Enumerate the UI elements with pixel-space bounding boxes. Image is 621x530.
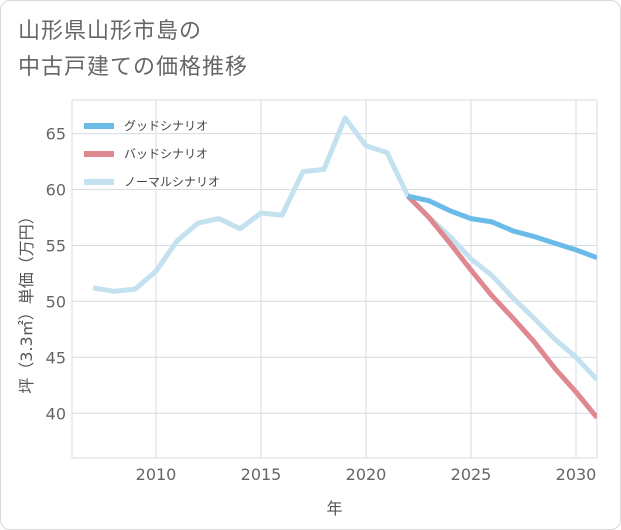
y-tick-label: 45: [46, 348, 66, 367]
plot-frame: [71, 99, 598, 459]
x-tick-label: 2010: [136, 465, 177, 484]
series-lines: [92, 115, 597, 420]
chart-title: 山形県山形市島の 中古戸建ての価格推移: [18, 14, 418, 86]
y-tick-label: 55: [46, 236, 66, 255]
legend-label-bad: バッドシナリオ: [124, 147, 208, 161]
x-tick-label: 2020: [346, 465, 387, 484]
chart-title-line-1: 山形県山形市島の: [18, 19, 203, 44]
x-tick-label: 2030: [556, 465, 597, 484]
y-axis-label: 坪（3.3㎡）単価（万円）: [17, 208, 36, 393]
legend-label-normal: ノーマルシナリオ: [124, 175, 220, 189]
tick-labels: 40 45 50 55 60 65 2010 2015 2020 2025 2030: [46, 125, 597, 484]
y-tick-label: 65: [46, 125, 66, 144]
y-tick-label: 40: [46, 404, 66, 423]
grid-lines: [71, 99, 598, 459]
x-tick-label: 2025: [451, 465, 492, 484]
chart-title-line-2: 中古戸建ての価格推移: [18, 55, 249, 80]
series-line-good: [407, 193, 597, 261]
series-line-bad: [406, 194, 597, 420]
legend-label-good: グッドシナリオ: [124, 119, 208, 133]
y-tick-label: 50: [46, 292, 66, 311]
y-tick-label: 60: [46, 181, 66, 200]
series-line-normal: [92, 115, 597, 382]
x-axis-label: 年: [326, 499, 342, 518]
x-tick-label: 2015: [241, 465, 282, 484]
